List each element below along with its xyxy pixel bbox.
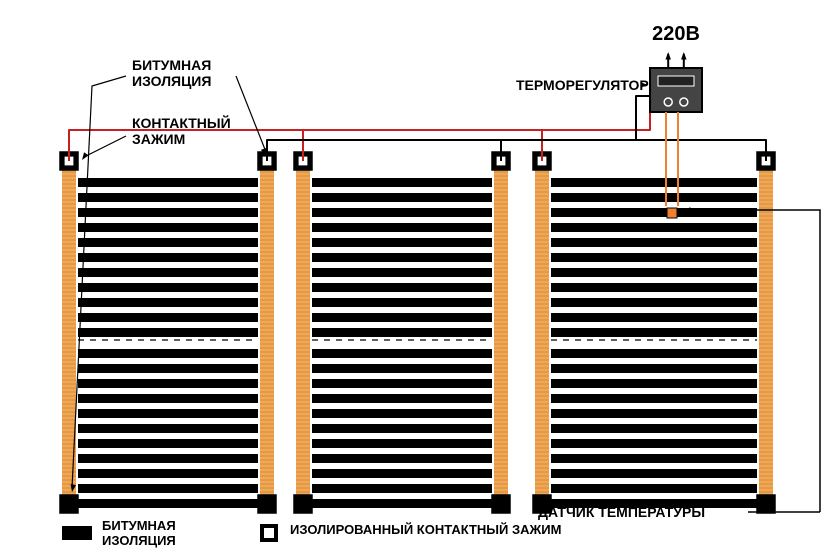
carbon-stripe xyxy=(78,238,258,247)
carbon-stripe xyxy=(78,409,258,418)
carbon-stripe xyxy=(551,283,757,292)
carbon-stripe xyxy=(551,313,757,322)
carbon-stripe xyxy=(551,379,757,388)
carbon-stripe xyxy=(312,193,492,202)
carbon-stripe xyxy=(312,283,492,292)
legend-bitumen-icon xyxy=(62,526,92,540)
carbon-stripe xyxy=(551,424,757,433)
sensor-tip xyxy=(667,208,677,218)
carbon-stripe xyxy=(551,238,757,247)
temperature-sensor xyxy=(666,112,678,218)
voltage-label: 220В xyxy=(652,23,700,45)
carbon-stripe xyxy=(78,484,258,493)
carbon-stripe xyxy=(551,454,757,463)
carbon-stripe xyxy=(312,439,492,448)
carbon-stripe xyxy=(312,223,492,232)
carbon-stripe xyxy=(551,268,757,277)
carbon-stripe xyxy=(312,328,492,337)
carbon-stripe xyxy=(551,349,757,358)
carbon-stripe xyxy=(78,454,258,463)
carbon-stripe xyxy=(312,253,492,262)
legend-clamp-label: ИЗОЛИРОВАННЫЙ КОНТАКТНЫЙ ЗАЖИМ xyxy=(290,522,561,537)
carbon-stripe xyxy=(551,439,757,448)
carbon-stripe xyxy=(312,409,492,418)
carbon-stripe xyxy=(312,238,492,247)
carbon-stripe xyxy=(78,208,258,217)
carbon-stripe xyxy=(312,298,492,307)
clamp-label: КОНТАКТНЫЙЗАЖИМ xyxy=(132,114,231,147)
carbon-stripe xyxy=(78,313,258,322)
legend-bitumen-label: БИТУМНАЯИЗОЛЯЦИЯ xyxy=(102,518,176,548)
carbon-stripe xyxy=(551,469,757,478)
carbon-stripe xyxy=(78,499,258,508)
heating-panel xyxy=(60,152,276,513)
carbon-stripe xyxy=(312,394,492,403)
carbon-stripe xyxy=(312,484,492,493)
carbon-stripe xyxy=(312,313,492,322)
carbon-stripe xyxy=(312,469,492,478)
carbon-stripe xyxy=(312,454,492,463)
carbon-stripe xyxy=(551,484,757,493)
clamp-arrow xyxy=(86,136,126,156)
carbon-stripe xyxy=(312,349,492,358)
carbon-stripe xyxy=(551,298,757,307)
carbon-stripe xyxy=(312,499,492,508)
carbon-stripe xyxy=(78,178,258,187)
carbon-stripe xyxy=(312,268,492,277)
thermostat-label: ТЕРМОРЕГУЛЯТОР xyxy=(516,77,649,93)
bitumen-label: БИТУМНАЯИЗОЛЯЦИЯ xyxy=(132,57,211,89)
heating-panel xyxy=(533,152,775,513)
carbon-stripe xyxy=(78,394,258,403)
carbon-stripe xyxy=(551,364,757,373)
carbon-stripe xyxy=(312,178,492,187)
carbon-stripe xyxy=(78,364,258,373)
carbon-stripe xyxy=(78,298,258,307)
carbon-stripe xyxy=(78,379,258,388)
carbon-stripe xyxy=(78,424,258,433)
carbon-stripe xyxy=(551,409,757,418)
carbon-stripe xyxy=(78,253,258,262)
carbon-stripe xyxy=(551,178,757,187)
carbon-stripe xyxy=(78,268,258,277)
thermostat xyxy=(650,52,702,112)
carbon-stripe xyxy=(312,208,492,217)
heating-panel xyxy=(294,152,510,513)
carbon-stripe xyxy=(312,379,492,388)
carbon-stripe xyxy=(551,394,757,403)
carbon-stripe xyxy=(312,424,492,433)
bitumen-arrow-2 xyxy=(236,76,266,152)
carbon-stripe xyxy=(78,283,258,292)
carbon-stripe xyxy=(551,223,757,232)
carbon-stripe xyxy=(551,253,757,262)
sensor-label: ДАТЧИК ТЕМПЕРАТУРЫ xyxy=(538,504,705,520)
carbon-stripe xyxy=(551,328,757,337)
carbon-stripe xyxy=(78,439,258,448)
carbon-stripe xyxy=(78,349,258,358)
carbon-stripe xyxy=(78,328,258,337)
carbon-stripe xyxy=(78,193,258,202)
carbon-stripe xyxy=(78,223,258,232)
carbon-stripe xyxy=(78,469,258,478)
carbon-stripe xyxy=(551,193,757,202)
carbon-stripe xyxy=(312,364,492,373)
